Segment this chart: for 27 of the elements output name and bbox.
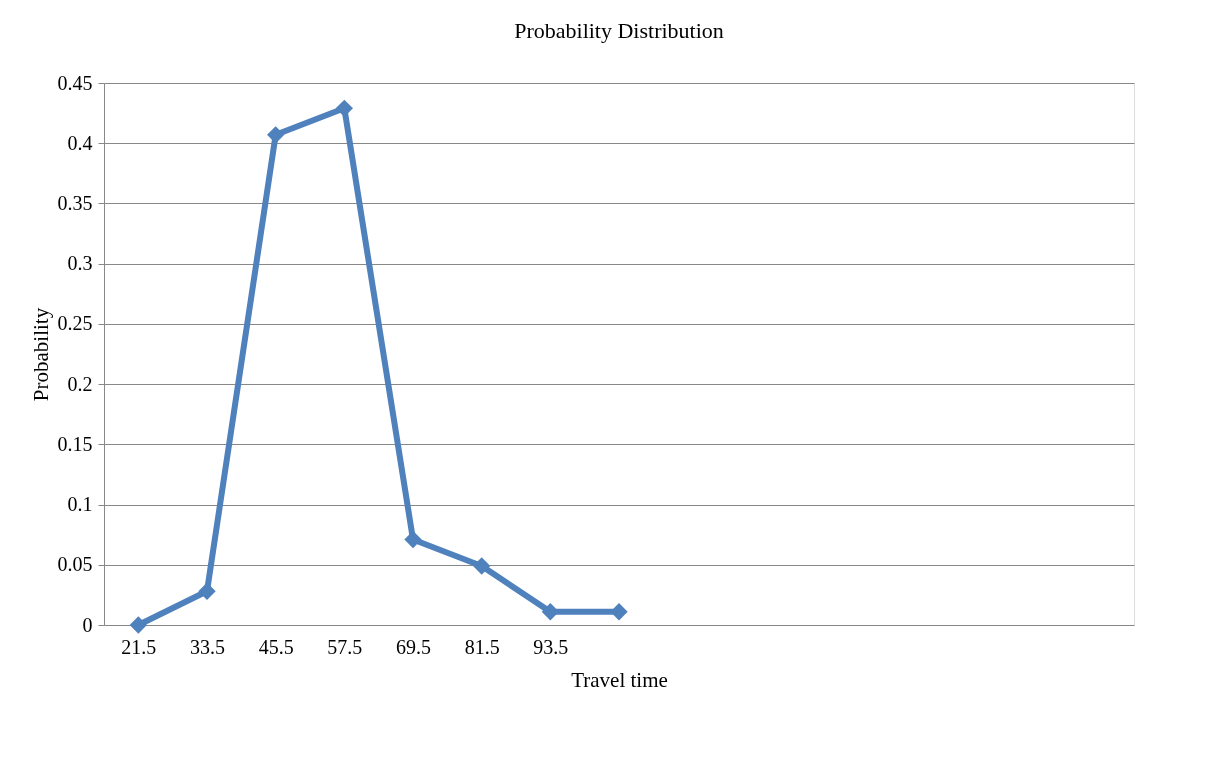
- y-tick-label: 0.3: [67, 252, 93, 275]
- chart-title: Probability Distribution: [514, 18, 724, 43]
- y-tick-label: 0.2: [67, 372, 93, 395]
- y-tick-label: 0.1: [67, 493, 93, 516]
- y-tick-label: 0.35: [57, 191, 93, 214]
- y-tick-label: 0.05: [57, 553, 93, 576]
- y-axis-title: Probability: [28, 307, 53, 402]
- x-tick-label: 33.5: [190, 635, 225, 658]
- y-tick-label: 0: [82, 613, 93, 636]
- x-axis-title: Travel time: [571, 667, 668, 692]
- point: [129, 616, 147, 634]
- point: [541, 603, 559, 621]
- point: [473, 557, 491, 575]
- y-tick-label: 0.15: [57, 432, 93, 455]
- y-tick-label: 0.4: [67, 131, 93, 154]
- point: [335, 99, 353, 117]
- x-tick-label: 21.5: [121, 635, 157, 658]
- y-tick-label: 0.25: [57, 312, 93, 335]
- x-tick-label: 69.5: [396, 635, 431, 658]
- x-tick-label: 45.5: [258, 635, 294, 658]
- point: [404, 530, 422, 549]
- x-tick-label: 93.5: [533, 635, 569, 658]
- point: [198, 582, 216, 600]
- x-tick-label: 57.5: [327, 635, 363, 658]
- y-tick-label: 0.45: [57, 71, 93, 94]
- x-tick-label: 81.5: [464, 635, 500, 658]
- point: [267, 126, 285, 144]
